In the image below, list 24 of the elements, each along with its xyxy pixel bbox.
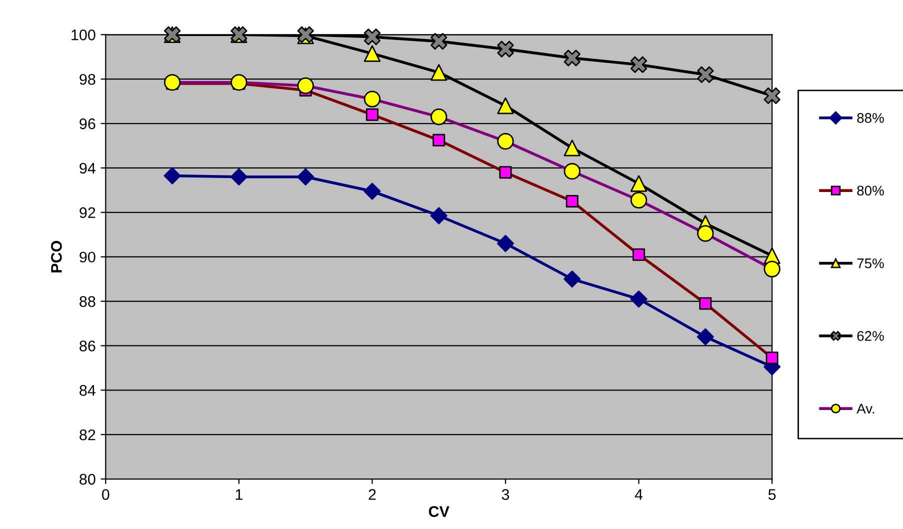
legend-label: Av.	[856, 404, 874, 414]
y-tick-label: 84	[80, 385, 96, 396]
y-axis-title: PCO	[51, 240, 62, 272]
y-tick-label: 96	[80, 118, 96, 130]
legend-label: 62%	[857, 331, 884, 341]
x-tick-label: 1	[236, 489, 242, 500]
x-axis-title: CV	[428, 506, 450, 517]
x-tick-label: 4	[634, 489, 643, 500]
y-tick-label: 86	[80, 340, 96, 352]
x-tick-label: 2	[368, 489, 376, 500]
y-tick-label: 98	[80, 74, 96, 85]
y-tick-label: 88	[80, 296, 96, 307]
y-tick-label: 92	[80, 207, 96, 218]
y-tick-label: 90	[80, 252, 96, 263]
legend-label: 75%	[857, 258, 884, 268]
x-tick-label: 0	[102, 489, 110, 500]
legend-label: 88%	[857, 113, 884, 123]
y-tick-label: 94	[80, 162, 96, 174]
y-tick-label: 80	[80, 474, 96, 485]
x-tick-label: 3	[502, 489, 510, 500]
y-tick-label: 82	[80, 429, 96, 440]
legend-label: 80%	[857, 186, 884, 196]
x-tick-label: 5	[768, 489, 776, 500]
y-tick-label: 100	[72, 30, 96, 40]
